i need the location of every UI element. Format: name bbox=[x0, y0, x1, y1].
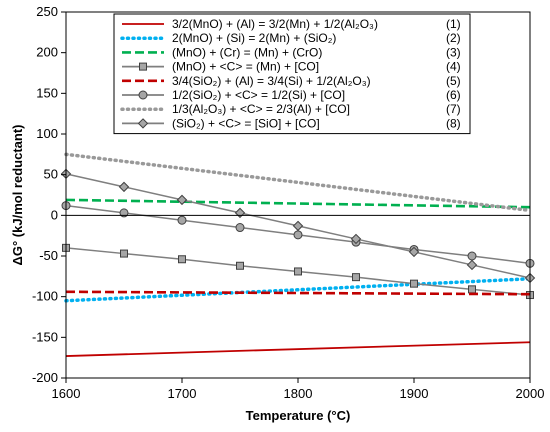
legend-number: (8) bbox=[446, 116, 461, 130]
data-point-square bbox=[178, 255, 186, 264]
series-line bbox=[65, 341, 531, 357]
series-2 bbox=[64, 277, 532, 303]
series-1 bbox=[65, 341, 531, 357]
data-point-diamond bbox=[466, 259, 478, 271]
series-line bbox=[64, 277, 532, 303]
legend-number: (7) bbox=[446, 102, 461, 116]
legend-number: (6) bbox=[446, 88, 461, 102]
data-point-diamond bbox=[408, 246, 420, 258]
data-point-circle bbox=[467, 251, 477, 261]
data-point-diamond bbox=[137, 118, 149, 129]
legend-entry-7: 1/3(Al₂O₃) + <C> = 2/3(Al) + [CO] (7) bbox=[120, 102, 461, 116]
data-point-circle bbox=[138, 90, 148, 100]
data-point-circle bbox=[177, 215, 187, 225]
series-7 bbox=[64, 152, 532, 213]
x-tick-label: 1700 bbox=[168, 386, 197, 401]
y-tick-label: 50 bbox=[44, 167, 58, 182]
y-tick-label: -200 bbox=[32, 370, 58, 385]
legend-number: (4) bbox=[446, 60, 461, 74]
data-point-diamond bbox=[176, 194, 188, 206]
series-line bbox=[65, 290, 531, 296]
y-tick-label: 100 bbox=[36, 126, 58, 141]
legend-entry-3: (MnO) + (Cr) = (Mn) + (CrO) (3) bbox=[122, 45, 461, 59]
legend-label: 1/3(Al₂O₃) + <C> = 2/3(Al) + [CO] bbox=[172, 102, 350, 116]
y-tick-label: 150 bbox=[36, 85, 58, 100]
legend-entry-8: (SiO₂) + <C> = [SiO] + [CO] (8) bbox=[122, 116, 461, 130]
legend-box bbox=[113, 13, 471, 135]
data-point-diamond bbox=[234, 207, 246, 219]
series-5 bbox=[65, 290, 531, 296]
y-tick-label: -100 bbox=[32, 289, 58, 304]
legend-entry-4: (MnO) + <C> = (Mn) + [CO] (4) bbox=[122, 60, 461, 74]
series-8 bbox=[60, 168, 536, 284]
legend-number: (1) bbox=[446, 17, 461, 31]
legend-number: (3) bbox=[446, 45, 461, 59]
axes: -200 -150 -100 -50 0 50 100 150 200 250 1600 1700 18… bbox=[32, 4, 544, 401]
data-point-square bbox=[468, 285, 476, 294]
series-line bbox=[64, 152, 532, 213]
legend-label: 3/4(SiO₂) + (Al) = 3/4(Si) + 1/2(Al₂O₃) bbox=[172, 74, 371, 88]
legend-number: (2) bbox=[446, 31, 461, 45]
data-point-diamond bbox=[118, 181, 130, 193]
y-tick-label: 0 bbox=[51, 207, 58, 222]
plot-area bbox=[60, 152, 536, 357]
y-tick-label: 250 bbox=[36, 4, 58, 19]
data-point-square bbox=[139, 62, 147, 71]
data-point-circle bbox=[293, 230, 303, 240]
data-point-square bbox=[352, 273, 360, 282]
x-tick-label: 1600 bbox=[52, 386, 81, 401]
legend-label: 2(MnO) + (Si) = 2(Mn) + (SiO₂) bbox=[172, 31, 336, 45]
x-tick-label: 1900 bbox=[400, 386, 429, 401]
x-tick-label: 2000 bbox=[516, 386, 545, 401]
series-4 bbox=[62, 243, 534, 300]
data-point-diamond bbox=[350, 233, 362, 245]
data-point-square bbox=[294, 267, 302, 276]
legend-entry-5: 3/4(SiO₂) + (Al) = 3/4(Si) + 1/2(Al₂O₃) (… bbox=[122, 74, 461, 88]
legend-label: (SiO₂) + <C> = [SiO] + [CO] bbox=[172, 116, 320, 130]
data-point-square bbox=[120, 249, 128, 258]
legend-label: 3/2(MnO) + (Al) = 3/2(Mn) + 1/2(Al₂O₃) bbox=[172, 17, 378, 31]
legend-entry-6: 1/2(SiO₂) + <C> = 1/2(Si) + [CO] (6) bbox=[122, 88, 461, 102]
data-point-square bbox=[236, 261, 244, 270]
legend-number: (5) bbox=[446, 74, 461, 88]
legend-entry-2: 2(MnO) + (Si) = 2(Mn) + (SiO₂) (2) bbox=[120, 31, 461, 45]
y-tick-label: 200 bbox=[36, 45, 58, 60]
y-axis-title: ΔG° (kJ/mol reductant) bbox=[10, 125, 25, 266]
legend-label: (MnO) + <C> = (Mn) + [CO] bbox=[172, 60, 319, 74]
legend-label: (MnO) + (Cr) = (Mn) + (CrO) bbox=[172, 45, 322, 59]
data-point-diamond bbox=[292, 220, 304, 232]
series-6 bbox=[61, 201, 535, 268]
data-point-circle bbox=[235, 223, 245, 233]
x-tick-label: 1800 bbox=[284, 386, 313, 401]
legend-label: 1/2(SiO₂) + <C> = 1/2(Si) + [CO] bbox=[172, 88, 345, 102]
legend: 3/2(MnO) + (Al) = 3/2(Mn) + 1/2(Al₂O₃) (1… bbox=[113, 13, 471, 135]
y-tick-label: -50 bbox=[39, 248, 58, 263]
legend-entry-1: 3/2(MnO) + (Al) = 3/2(Mn) + 1/2(Al₂O₃) (1… bbox=[122, 17, 461, 31]
x-axis-title: Temperature (°C) bbox=[246, 408, 351, 423]
y-tick-label: -150 bbox=[32, 329, 58, 344]
data-point-square bbox=[410, 279, 418, 288]
